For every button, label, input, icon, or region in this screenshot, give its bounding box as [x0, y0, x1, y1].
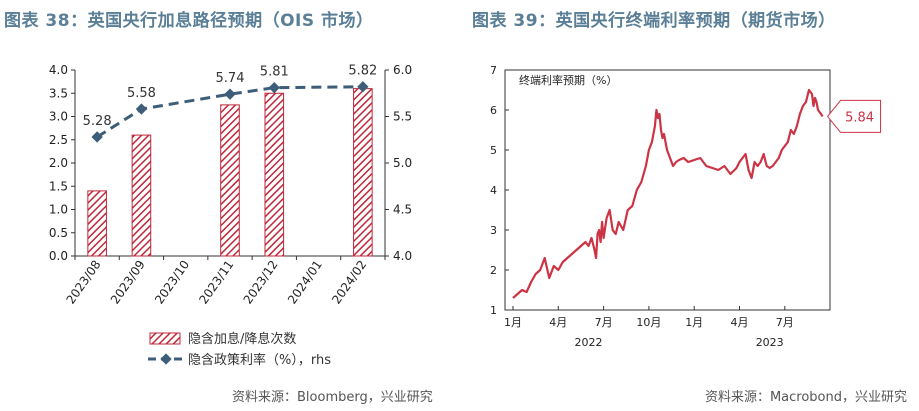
y-tick-label: 2.5	[49, 133, 68, 147]
y2-tick-label: 5.0	[393, 156, 412, 170]
y2-tick-label: 6.0	[393, 63, 412, 77]
x-tick-label: 2023/10	[152, 258, 192, 307]
bar	[264, 92, 285, 257]
line-marker	[135, 103, 148, 115]
y2-tick-label: 5.5	[393, 110, 412, 124]
y-tick-label: 2.0	[49, 156, 68, 170]
y2-tick-label: 4.0	[393, 249, 412, 263]
line-marker	[224, 88, 236, 100]
x-tick-label: 2023/08	[64, 258, 104, 307]
legend-bar-swatch	[149, 332, 181, 345]
x-tick-label: 2023/09	[108, 258, 148, 307]
bar	[220, 104, 240, 257]
data-label: 5.28	[83, 114, 112, 129]
y-tick-label: 1.5	[49, 179, 68, 193]
y-tick-label: 3.5	[49, 86, 68, 100]
x-tick-label: 2024/01	[285, 258, 325, 307]
data-label: 5.81	[260, 65, 289, 80]
y-tick-label: 1.0	[49, 203, 68, 217]
right-chart-title: 图表 39：英国央行终端利率预期（期货市场）	[472, 11, 836, 31]
policy-rate-line	[96, 85, 363, 139]
y-tick-label: 3.0	[49, 110, 68, 124]
x-tick-label: 2023/11	[196, 258, 236, 307]
legend-line-marker	[160, 353, 172, 365]
data-label: 5.74	[216, 71, 245, 86]
legend-line-label: 隐含政策利率（%），rhs	[188, 352, 331, 368]
bar	[131, 134, 152, 257]
y-tick-label: 0.0	[49, 249, 68, 263]
x-tick-label: 2023/12	[241, 258, 281, 307]
y2-tick-label: 4.5	[393, 203, 412, 217]
y-tick-label: 4.0	[49, 63, 68, 77]
bar	[353, 88, 373, 257]
left-chart-bars	[87, 88, 373, 257]
data-label: 5.58	[127, 86, 156, 101]
data-label: 5.82	[348, 64, 377, 79]
left-chart-source: 资料来源：Bloomberg，兴业研究	[232, 390, 433, 405]
legend-bar-label: 隐含加息/降息次数	[188, 331, 296, 347]
y-tick-label: 0.5	[49, 226, 68, 240]
line-marker	[268, 82, 280, 94]
bar	[87, 190, 107, 257]
right-chart-source: 资料来源：Macrobond，兴业研究	[704, 390, 907, 405]
x-tick-label: 2024/02	[329, 258, 369, 307]
left-chart-title: 图表 38：英国央行加息路径预期（OIS 市场）	[4, 11, 374, 31]
